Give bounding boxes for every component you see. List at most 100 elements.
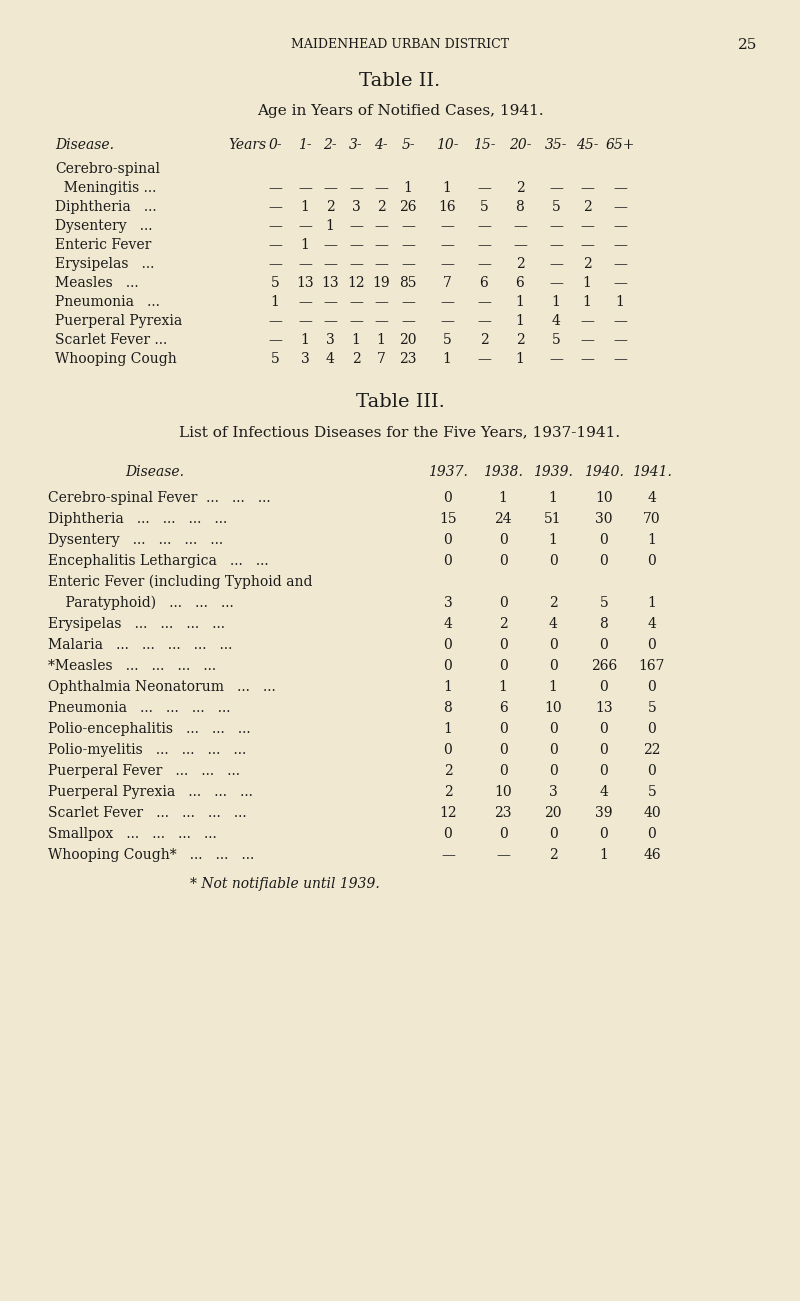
Text: 2: 2 [549, 596, 558, 610]
Text: 12: 12 [439, 807, 457, 820]
Text: Encephalitis Lethargica   ...   ...: Encephalitis Lethargica ... ... [48, 554, 269, 569]
Text: 45-: 45- [576, 138, 598, 152]
Text: 6: 6 [498, 701, 507, 716]
Text: 0: 0 [444, 660, 452, 673]
Text: 1: 1 [551, 295, 561, 310]
Text: Years: Years [228, 138, 266, 152]
Text: 0: 0 [498, 743, 507, 757]
Text: 4-: 4- [374, 138, 388, 152]
Text: Disease.: Disease. [126, 464, 185, 479]
Text: 0: 0 [498, 596, 507, 610]
Text: —: — [549, 219, 563, 233]
Text: —: — [580, 314, 594, 328]
Text: —: — [268, 314, 282, 328]
Text: 2: 2 [582, 258, 591, 271]
Text: 0: 0 [498, 554, 507, 569]
Text: 4: 4 [647, 490, 657, 505]
Text: —: — [298, 295, 312, 310]
Text: 16: 16 [438, 200, 456, 213]
Text: —: — [477, 314, 491, 328]
Text: —: — [477, 219, 491, 233]
Text: 0: 0 [648, 764, 656, 778]
Text: 0: 0 [600, 680, 608, 693]
Text: 4: 4 [647, 617, 657, 631]
Text: Puerperal Fever   ...   ...   ...: Puerperal Fever ... ... ... [48, 764, 240, 778]
Text: 0: 0 [600, 533, 608, 546]
Text: 1: 1 [599, 848, 609, 863]
Text: 1: 1 [647, 533, 657, 546]
Text: —: — [549, 258, 563, 271]
Text: 30: 30 [595, 513, 613, 526]
Text: Pneumonia   ...: Pneumonia ... [55, 295, 160, 310]
Text: 0: 0 [498, 764, 507, 778]
Text: 22: 22 [643, 743, 661, 757]
Text: 35-: 35- [545, 138, 567, 152]
Text: 7: 7 [377, 353, 386, 366]
Text: —: — [374, 314, 388, 328]
Text: Dysentery   ...   ...   ...   ...: Dysentery ... ... ... ... [48, 533, 223, 546]
Text: 1: 1 [549, 680, 558, 693]
Text: —: — [440, 314, 454, 328]
Text: 0: 0 [498, 722, 507, 736]
Text: 13: 13 [321, 276, 339, 290]
Text: 6: 6 [480, 276, 488, 290]
Text: 0: 0 [444, 637, 452, 652]
Text: Meningitis ...: Meningitis ... [55, 181, 156, 195]
Text: Puerperal Pyrexia: Puerperal Pyrexia [55, 314, 182, 328]
Text: Paratyphoid)   ...   ...   ...: Paratyphoid) ... ... ... [48, 596, 234, 610]
Text: —: — [298, 314, 312, 328]
Text: 3-: 3- [349, 138, 363, 152]
Text: —: — [496, 848, 510, 863]
Text: Polio-myelitis   ...   ...   ...   ...: Polio-myelitis ... ... ... ... [48, 743, 246, 757]
Text: 1: 1 [442, 353, 451, 366]
Text: —: — [580, 238, 594, 252]
Text: Erysipelas   ...   ...   ...   ...: Erysipelas ... ... ... ... [48, 617, 225, 631]
Text: 8: 8 [516, 200, 524, 213]
Text: 4: 4 [326, 353, 334, 366]
Text: 0: 0 [648, 637, 656, 652]
Text: 46: 46 [643, 848, 661, 863]
Text: 5: 5 [552, 333, 560, 347]
Text: 1: 1 [403, 181, 413, 195]
Text: Enteric Fever (including Typhoid and: Enteric Fever (including Typhoid and [48, 575, 313, 589]
Text: —: — [323, 295, 337, 310]
Text: —: — [477, 353, 491, 366]
Text: —: — [374, 295, 388, 310]
Text: —: — [613, 200, 627, 213]
Text: —: — [513, 238, 527, 252]
Text: —: — [268, 333, 282, 347]
Text: 0: 0 [600, 722, 608, 736]
Text: Disease.: Disease. [55, 138, 114, 152]
Text: 1939.: 1939. [533, 464, 573, 479]
Text: —: — [401, 258, 415, 271]
Text: 0: 0 [444, 554, 452, 569]
Text: 39: 39 [595, 807, 613, 820]
Text: 5-: 5- [401, 138, 415, 152]
Text: 0: 0 [648, 554, 656, 569]
Text: —: — [298, 219, 312, 233]
Text: —: — [323, 238, 337, 252]
Text: 1-: 1- [298, 138, 312, 152]
Text: —: — [298, 258, 312, 271]
Text: 1941.: 1941. [632, 464, 672, 479]
Text: —: — [323, 258, 337, 271]
Text: 2: 2 [516, 181, 524, 195]
Text: 20: 20 [399, 333, 417, 347]
Text: —: — [349, 295, 363, 310]
Text: —: — [440, 238, 454, 252]
Text: —: — [298, 181, 312, 195]
Text: Ophthalmia Neonatorum   ...   ...: Ophthalmia Neonatorum ... ... [48, 680, 276, 693]
Text: 5: 5 [480, 200, 488, 213]
Text: 70: 70 [643, 513, 661, 526]
Text: 1937.: 1937. [428, 464, 468, 479]
Text: —: — [349, 238, 363, 252]
Text: 8: 8 [444, 701, 452, 716]
Text: —: — [613, 181, 627, 195]
Text: —: — [549, 181, 563, 195]
Text: 20: 20 [544, 807, 562, 820]
Text: Whooping Cough*   ...   ...   ...: Whooping Cough* ... ... ... [48, 848, 254, 863]
Text: —: — [401, 219, 415, 233]
Text: 3: 3 [326, 333, 334, 347]
Text: 0: 0 [648, 827, 656, 840]
Text: 0: 0 [600, 764, 608, 778]
